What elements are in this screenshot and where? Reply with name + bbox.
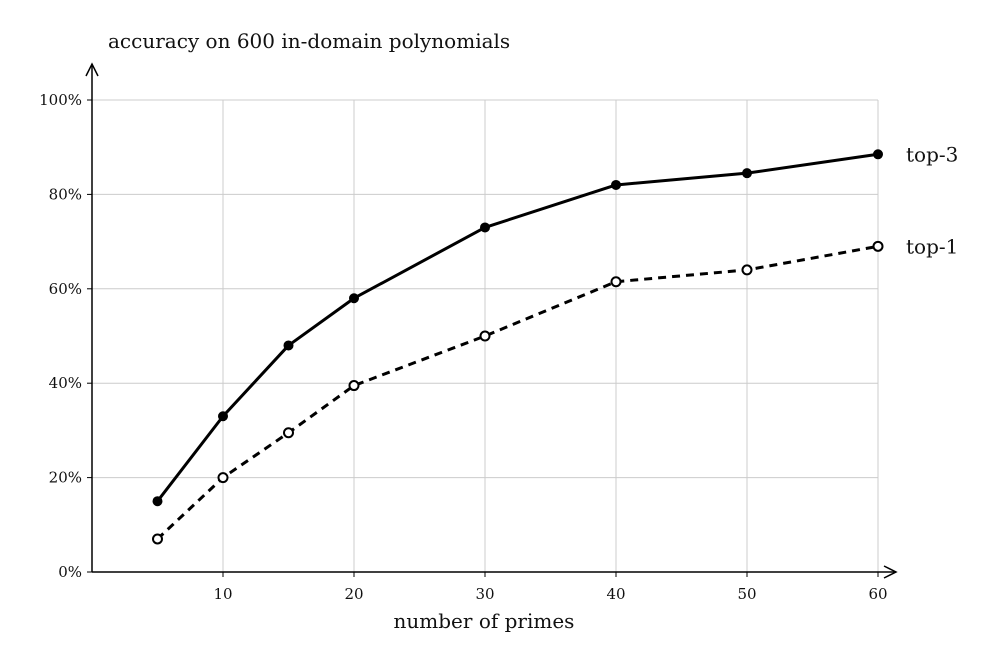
- x-tick-label: 30: [475, 585, 494, 603]
- data-point-top-3: [480, 222, 490, 233]
- data-point-top-3: [611, 179, 621, 190]
- x-tick-label: 10: [213, 585, 232, 603]
- x-tick-label: 50: [737, 585, 756, 603]
- tick-labels: 0% 20% 40% 60% 80% 100% 10 20 30 40 50 60: [39, 91, 887, 603]
- axes: [85, 62, 898, 579]
- data-point-top-3: [152, 496, 163, 507]
- y-axis-title: accuracy on 600 in-domain polynomials: [108, 29, 510, 53]
- data-point-top-1: [348, 380, 360, 392]
- y-tick-label: 60%: [49, 280, 82, 298]
- series-line-top-3: [156, 152, 879, 503]
- data-point-top-3: [218, 411, 228, 422]
- series-label-top-3: top-3: [906, 142, 958, 166]
- data-point-top-3: [873, 149, 883, 160]
- x-axis-title: number of primes: [394, 609, 575, 633]
- y-tick-label: 100%: [39, 91, 82, 109]
- data-point-top-1: [741, 264, 753, 276]
- data-point-top-1: [479, 330, 491, 342]
- data-point-top-3: [742, 168, 752, 179]
- series-group: top-3 top-1: [152, 142, 958, 545]
- data-point-top-3: [283, 340, 294, 351]
- data-point-top-1: [217, 472, 229, 484]
- x-tick-label: 40: [606, 585, 625, 603]
- series-label-top-1: top-1: [906, 234, 958, 258]
- x-tick-label: 60: [868, 585, 887, 603]
- y-tick-label: 40%: [49, 374, 82, 392]
- y-axis-arrow: [85, 62, 99, 77]
- x-tick-label: 20: [344, 585, 363, 603]
- data-point-top-1: [152, 533, 163, 545]
- data-point-top-1: [283, 427, 294, 439]
- y-tick-label: 20%: [49, 469, 82, 487]
- y-tick-label: 0%: [58, 563, 82, 581]
- y-tick-label: 80%: [49, 185, 82, 203]
- x-axis-arrow: [883, 565, 898, 579]
- data-point-top-1: [610, 276, 622, 288]
- data-point-top-1: [872, 240, 884, 252]
- data-point-top-3: [349, 293, 359, 304]
- series-line-top-1: [156, 244, 879, 541]
- grid: [92, 99, 879, 572]
